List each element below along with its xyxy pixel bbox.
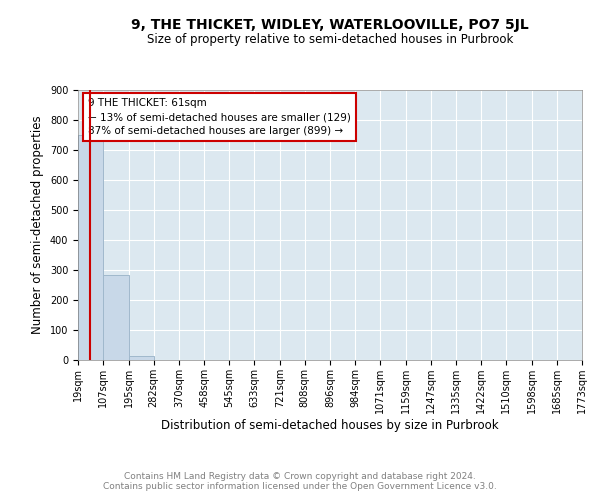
Text: Size of property relative to semi-detached houses in Purbrook: Size of property relative to semi-detach… — [147, 32, 513, 46]
Text: 9 THE THICKET: 61sqm
← 13% of semi-detached houses are smaller (129)
87% of semi: 9 THE THICKET: 61sqm ← 13% of semi-detac… — [88, 98, 351, 136]
Text: Contains public sector information licensed under the Open Government Licence v3: Contains public sector information licen… — [103, 482, 497, 491]
Bar — [78, 135, 103, 360]
Bar — [103, 274, 128, 360]
Y-axis label: Number of semi-detached properties: Number of semi-detached properties — [31, 116, 44, 334]
Bar — [128, 356, 154, 360]
Text: Contains HM Land Registry data © Crown copyright and database right 2024.: Contains HM Land Registry data © Crown c… — [124, 472, 476, 481]
Text: 9, THE THICKET, WIDLEY, WATERLOOVILLE, PO7 5JL: 9, THE THICKET, WIDLEY, WATERLOOVILLE, P… — [131, 18, 529, 32]
X-axis label: Distribution of semi-detached houses by size in Purbrook: Distribution of semi-detached houses by … — [161, 418, 499, 432]
